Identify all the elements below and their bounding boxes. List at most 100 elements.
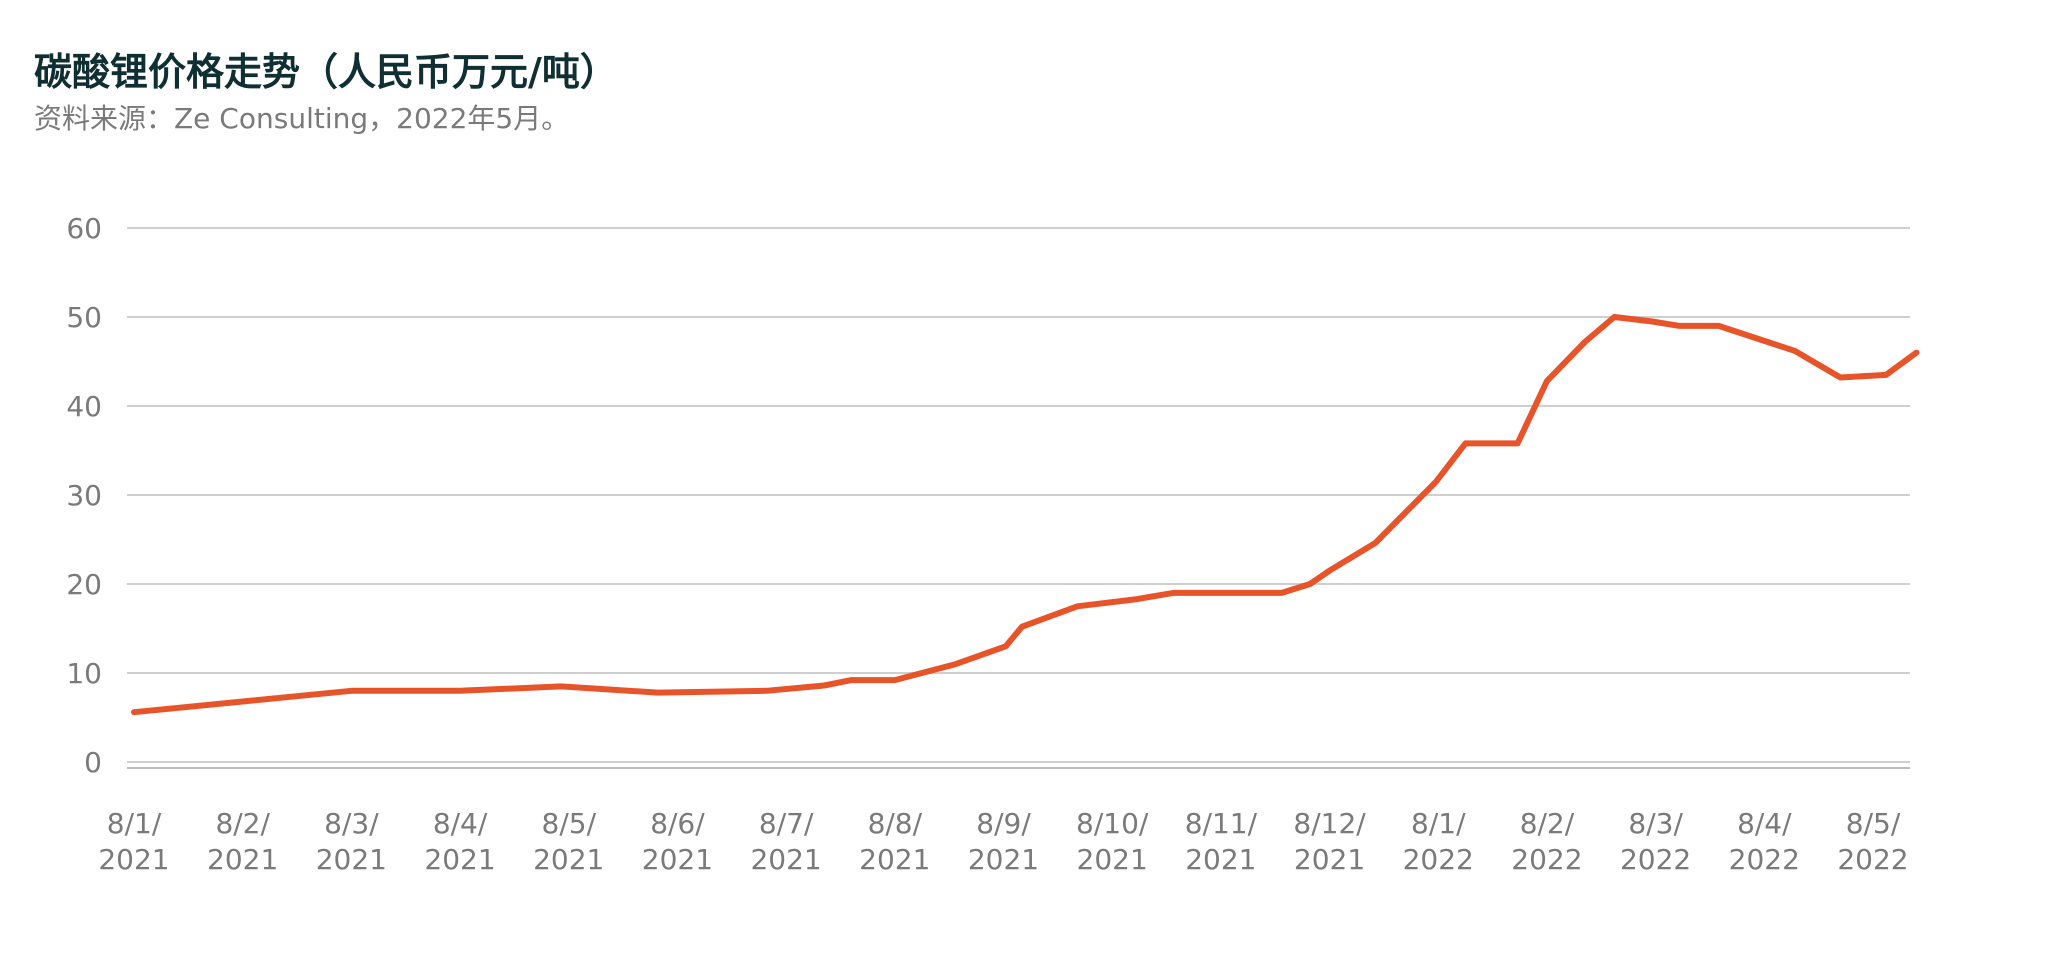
x-tick-label: 8/7/2021 — [750, 807, 821, 876]
data-point — [821, 683, 827, 689]
x-tick-label: 8/12/2021 — [1293, 807, 1366, 876]
x-tick-line1: 8/1/ — [1411, 807, 1466, 840]
x-tick-label: 8/11/2021 — [1185, 807, 1258, 876]
data-point — [1792, 348, 1798, 354]
x-tick-line1: 8/3/ — [324, 807, 379, 840]
data-point — [348, 688, 354, 694]
data-point — [1433, 479, 1439, 485]
x-axis: 8/1/20218/2/20218/3/20218/4/20218/5/2021… — [98, 807, 1908, 876]
x-tick-line2: 2021 — [968, 843, 1039, 876]
x-tick-line2: 2022 — [1511, 843, 1582, 876]
x-tick-label: 8/10/2021 — [1076, 807, 1149, 876]
data-point — [1327, 568, 1333, 574]
x-tick-line1: 8/5/ — [542, 807, 597, 840]
x-tick-label: 8/5/2022 — [1837, 807, 1908, 876]
x-tick-line2: 2021 — [316, 843, 387, 876]
y-tick-label: 30 — [66, 479, 102, 512]
data-point — [1003, 643, 1009, 649]
y-tick-label: 10 — [66, 657, 102, 690]
data-point — [131, 709, 137, 715]
x-tick-line1: 8/9/ — [976, 807, 1031, 840]
x-tick-line1: 8/7/ — [759, 807, 814, 840]
x-tick-line2: 2021 — [1185, 843, 1256, 876]
data-point — [1611, 314, 1617, 320]
data-point — [1170, 590, 1176, 596]
y-tick-label: 0 — [84, 746, 102, 779]
series-layer — [131, 314, 1920, 716]
data-point — [1218, 590, 1224, 596]
data-point — [1582, 339, 1588, 345]
x-tick-line1: 8/6/ — [650, 807, 705, 840]
grid-lines — [127, 227, 1910, 769]
x-tick-label: 8/9/2021 — [968, 807, 1039, 876]
y-axis: 0 10 20 30 40 50 60 — [66, 212, 102, 779]
x-tick-line2: 2021 — [98, 843, 169, 876]
data-point — [1515, 440, 1521, 446]
x-tick-line2: 2022 — [1403, 843, 1474, 876]
data-point — [1134, 596, 1140, 602]
data-point — [1754, 335, 1760, 341]
x-tick-label: 8/2/2022 — [1511, 807, 1582, 876]
y-tick-label: 50 — [66, 301, 102, 334]
y-tick-label: 20 — [66, 568, 102, 601]
x-tick-label: 8/8/2021 — [859, 807, 930, 876]
data-point — [1074, 603, 1080, 609]
data-point — [1544, 378, 1550, 384]
x-tick-label: 8/4/2021 — [424, 807, 495, 876]
y-tick-label: 40 — [66, 390, 102, 423]
x-tick-label: 8/1/2021 — [98, 807, 169, 876]
x-tick-line2: 2021 — [642, 843, 713, 876]
series-line-0 — [131, 314, 1920, 716]
x-tick-line2: 2021 — [859, 843, 930, 876]
x-tick-label: 8/6/2021 — [642, 807, 713, 876]
data-point — [1883, 372, 1889, 378]
x-tick-line2: 2021 — [424, 843, 495, 876]
x-tick-line2: 2022 — [1620, 843, 1691, 876]
data-point — [1372, 540, 1378, 546]
x-tick-line1: 8/2/ — [1520, 807, 1575, 840]
x-tick-line1: 8/4/ — [1737, 807, 1792, 840]
x-tick-line1: 8/4/ — [433, 807, 488, 840]
x-tick-label: 8/3/2021 — [316, 807, 387, 876]
data-point — [1307, 581, 1313, 587]
x-tick-label: 8/1/2022 — [1403, 807, 1474, 876]
data-point — [892, 677, 898, 683]
data-point — [457, 688, 463, 694]
x-tick-label: 8/5/2021 — [533, 807, 604, 876]
x-tick-line1: 8/3/ — [1628, 807, 1683, 840]
x-tick-line1: 8/10/ — [1076, 807, 1149, 840]
data-point — [764, 688, 770, 694]
data-point — [953, 661, 959, 667]
x-tick-line1: 8/8/ — [868, 807, 923, 840]
x-tick-line2: 2021 — [1294, 843, 1365, 876]
data-point — [848, 677, 854, 683]
data-point — [1462, 440, 1468, 446]
x-tick-line1: 8/5/ — [1846, 807, 1901, 840]
x-tick-line2: 2021 — [750, 843, 821, 876]
data-point — [558, 683, 564, 689]
x-tick-line2: 2022 — [1837, 843, 1908, 876]
x-tick-line1: 8/1/ — [107, 807, 162, 840]
data-point — [1914, 350, 1920, 356]
chart-title: 碳酸锂价格走势（人民币万元/吨） — [34, 50, 618, 94]
x-tick-line2: 2021 — [533, 843, 604, 876]
data-point — [1649, 319, 1655, 325]
data-point — [655, 690, 661, 696]
data-point — [1279, 590, 1285, 596]
x-tick-line2: 2021 — [1077, 843, 1148, 876]
x-tick-line2: 2021 — [207, 843, 278, 876]
y-tick-label: 60 — [66, 212, 102, 245]
data-point — [1019, 624, 1025, 630]
chart-subtitle: 资料来源：Ze Consulting，2022年5月。 — [34, 102, 570, 135]
x-tick-line2: 2022 — [1729, 843, 1800, 876]
x-tick-label: 8/2/2021 — [207, 807, 278, 876]
x-tick-line1: 8/2/ — [215, 807, 270, 840]
x-tick-line1: 8/11/ — [1185, 807, 1258, 840]
data-point — [1837, 375, 1843, 381]
x-tick-line1: 8/12/ — [1293, 807, 1366, 840]
x-tick-label: 8/4/2022 — [1729, 807, 1800, 876]
x-tick-label: 8/3/2022 — [1620, 807, 1691, 876]
data-point — [1716, 323, 1722, 329]
